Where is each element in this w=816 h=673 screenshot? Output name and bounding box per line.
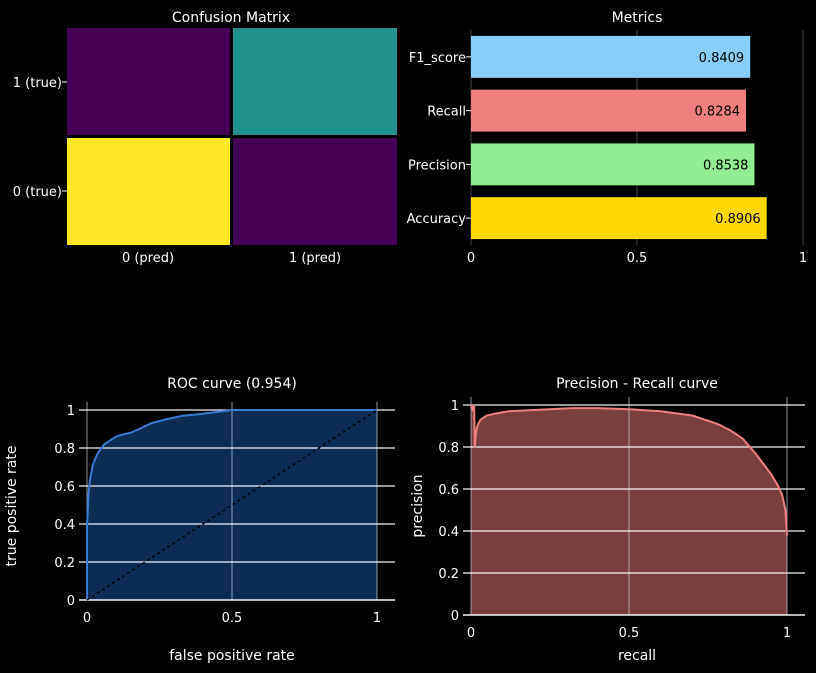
roc-y-tick-0: 0: [67, 594, 75, 609]
pr-x-tick-1: 0.5: [619, 626, 640, 641]
roc-x-tick-1: 0.5: [222, 611, 243, 626]
cm-y-label-1: 1 (true): [13, 76, 62, 91]
roc-plot: 0 0.5 1 0 0.2 0.4 0.6 0.8 1: [54, 402, 395, 626]
roc-y-tick-3: 0.6: [54, 480, 75, 495]
metrics-value-recall: 0.8284: [695, 105, 741, 120]
roc-panel: ROC curve (0.954) 0 0.5 1 0 0.2 0.4 0.6 0.8 1 fa…: [4, 376, 395, 664]
pr-panel: Precision - Recall curve 0 0.5 1 0 0.2 0.4 0.6…: [410, 376, 805, 664]
roc-xlabel: false positive rate: [169, 648, 295, 664]
pr-y-tick-3: 0.6: [438, 483, 459, 498]
roc-title: ROC curve (0.954): [167, 376, 297, 392]
pr-curve: [470, 404, 788, 536]
cm-y-label-0: 0 (true): [13, 185, 62, 200]
roc-diagonal: [86, 409, 378, 601]
pr-y-tick-5: 1: [451, 399, 459, 414]
metrics-value-f1_score: 0.8409: [699, 51, 745, 66]
cm-x-label-1: 1 (pred): [289, 251, 341, 266]
cm-cell-true1-pred0: [67, 28, 230, 135]
metrics-x-tick-0: 0: [467, 251, 475, 266]
pr-y-tick-4: 0.8: [438, 441, 459, 456]
roc-curve: [86, 409, 377, 600]
metrics-category-f1_score: F1_score: [409, 51, 466, 66]
metrics-bar-recall: [471, 89, 747, 132]
pr-y-tick-0: 0: [451, 609, 459, 624]
pr-y-tick-1: 0.2: [438, 567, 459, 582]
metrics-bar-accuracy: [471, 197, 767, 240]
pr-xlabel: recall: [618, 648, 656, 664]
cm-cell-true0-pred1: [233, 138, 397, 245]
metrics-value-accuracy: 0.8906: [715, 212, 761, 227]
roc-y-tick-4: 0.8: [54, 442, 75, 457]
metrics-value-precision: 0.8538: [703, 158, 749, 173]
metrics-panel: Metrics 0.8906Accuracy0.8538Precision0.8…: [407, 10, 808, 266]
roc-y-tick-5: 1: [67, 404, 75, 419]
pr-plot: 0 0.5 1 0 0.2 0.4 0.6 0.8 1: [438, 397, 805, 641]
cm-x-label-0: 0 (pred): [122, 251, 174, 266]
pr-title: Precision - Recall curve: [556, 376, 718, 392]
cm-cell-true0-pred0: [67, 138, 230, 245]
roc-y-tick-1: 0.2: [54, 556, 75, 571]
confusion-matrix-panel: Confusion Matrix 1 (true) 0 (true) 0 (pr…: [13, 10, 397, 266]
cm-cell-true1-pred1: [233, 28, 397, 135]
roc-y-tick-2: 0.4: [54, 518, 75, 533]
metrics-x-tick-0.5: 0.5: [627, 251, 648, 266]
pr-x-tick-2: 1: [783, 626, 791, 641]
roc-x-tick-0: 0: [83, 611, 91, 626]
metrics-category-recall: Recall: [427, 105, 466, 120]
pr-x-tick-0: 0: [467, 626, 475, 641]
roc-x-tick-2: 1: [373, 611, 381, 626]
metrics-bar-f1_score: [471, 35, 751, 78]
metrics-bar-precision: [471, 143, 755, 186]
metrics-bars: 0.8906 Accuracy 0.8538 Precision 0.8284 Recal…: [407, 30, 804, 245]
roc-ylabel: true positive rate: [4, 446, 20, 567]
metrics-title: Metrics: [612, 10, 663, 26]
confusion-matrix-title: Confusion Matrix: [172, 10, 290, 26]
metrics-category-accuracy: Accuracy: [407, 212, 467, 227]
metrics-category-precision: Precision: [408, 158, 466, 173]
pr-ylabel: precision: [410, 474, 426, 537]
metrics-x-tick-1: 1: [799, 251, 807, 266]
pr-y-tick-2: 0.4: [438, 525, 459, 540]
